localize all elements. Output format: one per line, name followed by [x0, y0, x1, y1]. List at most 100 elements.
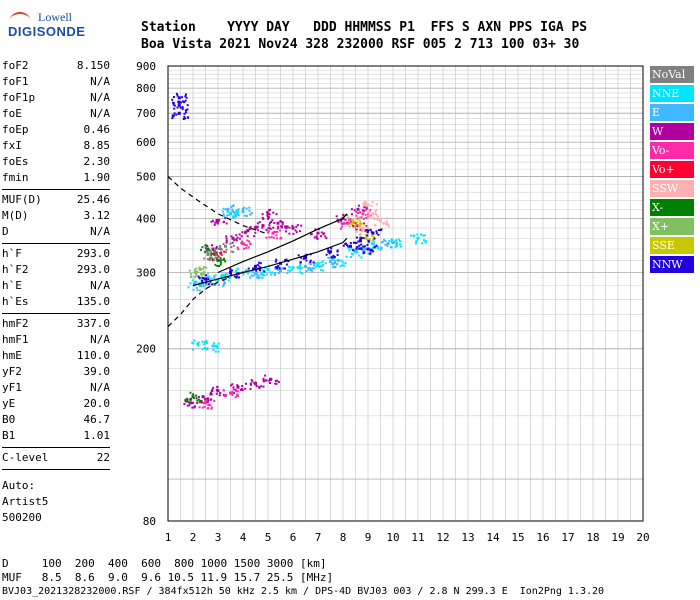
data-point: [349, 244, 352, 248]
echo-point: [180, 101, 183, 104]
echo-point: [355, 228, 358, 231]
echo-point: [202, 267, 205, 270]
echo-point: [350, 247, 353, 250]
echo-point: [198, 289, 201, 292]
echo-point: [193, 268, 196, 271]
echo-point: [236, 394, 239, 397]
echo-point: [366, 238, 369, 241]
echo-point: [176, 94, 179, 97]
data-point: [254, 382, 257, 386]
echo-point: [373, 216, 376, 219]
echo-point: [373, 246, 376, 249]
data-point: [246, 229, 250, 233]
echo-point: [214, 279, 217, 282]
echo-point: [172, 102, 175, 105]
echo-point: [243, 214, 246, 217]
echo-point: [300, 256, 303, 259]
echo-point: [258, 276, 261, 279]
echo-point: [215, 247, 218, 250]
param-value: 1.90: [83, 171, 111, 184]
param-name: h`E: [2, 279, 22, 292]
echo-point: [246, 272, 249, 275]
echo-point: [197, 341, 200, 344]
echo-point: [374, 210, 377, 213]
echo-point: [365, 206, 368, 209]
echo-point: [198, 406, 201, 409]
echo-point: [360, 243, 363, 246]
echo-point: [344, 262, 347, 265]
param-value: 2.30: [83, 155, 111, 168]
echo-point: [358, 246, 361, 249]
echo-point: [329, 256, 332, 259]
echo-point: [425, 240, 428, 243]
echo-point: [258, 265, 261, 268]
echo-point: [209, 280, 212, 283]
echo-point: [226, 214, 229, 217]
echo-point: [189, 397, 192, 400]
echo-point: [286, 225, 289, 228]
echo-point: [222, 243, 225, 246]
echo-point: [344, 222, 347, 225]
echo-point: [200, 400, 203, 403]
echo-point: [236, 236, 239, 239]
param-row: foE N/A: [2, 106, 110, 122]
echo-point: [327, 249, 330, 252]
echo-point: [340, 259, 343, 262]
echo-point: [350, 213, 353, 216]
echo-point: [336, 263, 339, 266]
echo-point: [208, 278, 211, 281]
echo-point: [373, 237, 376, 240]
echo-point: [224, 251, 227, 254]
echo-point: [261, 213, 264, 216]
echo-point: [416, 233, 419, 236]
data-point: [271, 231, 275, 235]
echo-point: [236, 384, 239, 387]
echo-point: [380, 246, 383, 249]
data-point: [379, 219, 382, 223]
data-point: [224, 244, 227, 248]
echo-point: [211, 257, 214, 260]
echo-point: [222, 221, 225, 224]
echo-point: [203, 257, 206, 260]
echo-point: [380, 248, 383, 251]
echo-point: [204, 398, 207, 401]
echo-point: [204, 244, 207, 247]
echo-point: [388, 239, 391, 242]
echo-point: [318, 265, 321, 268]
echo-point: [229, 270, 232, 273]
echo-point: [382, 238, 385, 241]
echo-point: [193, 339, 196, 342]
data-point: [196, 342, 200, 346]
data-point: [266, 267, 270, 271]
echo-point: [369, 209, 372, 212]
echo-point: [320, 268, 323, 271]
echo-point: [247, 246, 250, 249]
echo-point: [219, 244, 222, 247]
echo-point: [224, 208, 227, 211]
echo-point: [186, 404, 189, 407]
param-row: foEp 0.46: [2, 122, 110, 138]
echo-point: [231, 391, 234, 394]
echo-point: [322, 233, 325, 236]
echo-point: [270, 221, 273, 224]
echo-point: [363, 202, 366, 205]
echo-point: [369, 228, 372, 231]
echo-point: [205, 274, 208, 277]
echo-point: [223, 279, 226, 282]
data-point: [204, 401, 207, 405]
echo-point: [377, 217, 380, 220]
echo-point: [213, 253, 216, 256]
echo-point: [342, 244, 345, 247]
echo-point: [173, 104, 176, 107]
echo-point: [271, 271, 274, 274]
echo-point: [312, 264, 315, 267]
echo-point: [232, 209, 235, 212]
echo-point: [231, 208, 234, 211]
echo-point: [368, 227, 371, 230]
echo-point: [356, 217, 359, 220]
echo-point: [361, 209, 364, 212]
echo-point: [368, 239, 371, 242]
echo-point: [365, 205, 368, 208]
echo-point: [193, 276, 196, 279]
echo-point: [227, 275, 230, 278]
